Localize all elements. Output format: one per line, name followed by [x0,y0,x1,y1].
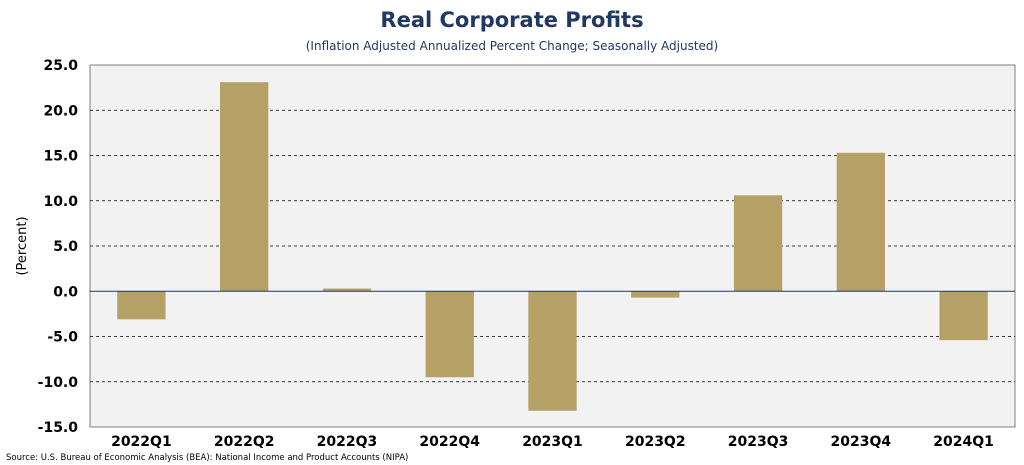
x-tick-label: 2022Q2 [214,434,275,450]
y-tick-label: 15.0 [43,149,78,165]
x-tick-label: 2022Q3 [317,434,378,450]
y-axis-label: (Percent) [15,216,30,275]
y-tick-label: 25.0 [43,58,78,74]
y-tick-label: 10.0 [43,194,78,210]
chart-subtitle: (Inflation Adjusted Annualized Percent C… [306,39,718,53]
bar-2023Q1 [528,291,577,411]
x-tick-labels: 2022Q1 2022Q2 2022Q3 2022Q4 2023Q1 2023Q2 2023… [111,434,994,450]
y-tick-labels: 25.0 20.0 15.0 10.0 5.0 0.0 -5.0 -10.0 -15.0 [38,58,79,436]
bars [117,82,988,411]
bar-2022Q2 [220,82,269,292]
chart-title: Real Corporate Profits [380,8,643,32]
x-tick-label: 2024Q1 [933,434,994,450]
bar-2023Q4 [836,152,885,292]
source-note: Source: U.S. Bureau of Economic Analysis… [6,453,408,463]
x-tick-label: 2023Q1 [522,434,583,450]
bar-2023Q2 [631,291,680,298]
x-tick-label: 2023Q2 [625,434,686,450]
y-tick-label: 5.0 [53,239,78,255]
bar-2022Q3 [322,288,372,292]
y-tick-label: -5.0 [47,330,78,346]
bar-2023Q3 [733,195,783,292]
x-tick-label: 2023Q3 [728,434,789,450]
bar-2022Q1 [117,291,166,320]
bar-2024Q1 [939,291,988,341]
x-tick-label: 2023Q4 [831,434,892,450]
x-tick-label: 2022Q4 [419,434,480,450]
y-tick-label: 0.0 [53,284,78,300]
x-tick-label: 2022Q1 [111,434,172,450]
bar-2022Q4 [425,291,474,378]
y-tick-label: 20.0 [43,103,78,119]
y-tick-label: -15.0 [38,420,79,436]
y-tick-label: -10.0 [38,375,79,391]
